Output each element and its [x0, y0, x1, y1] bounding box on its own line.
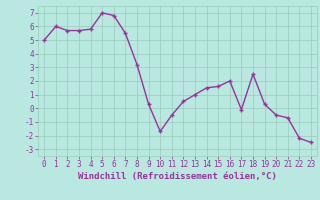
- X-axis label: Windchill (Refroidissement éolien,°C): Windchill (Refroidissement éolien,°C): [78, 172, 277, 181]
